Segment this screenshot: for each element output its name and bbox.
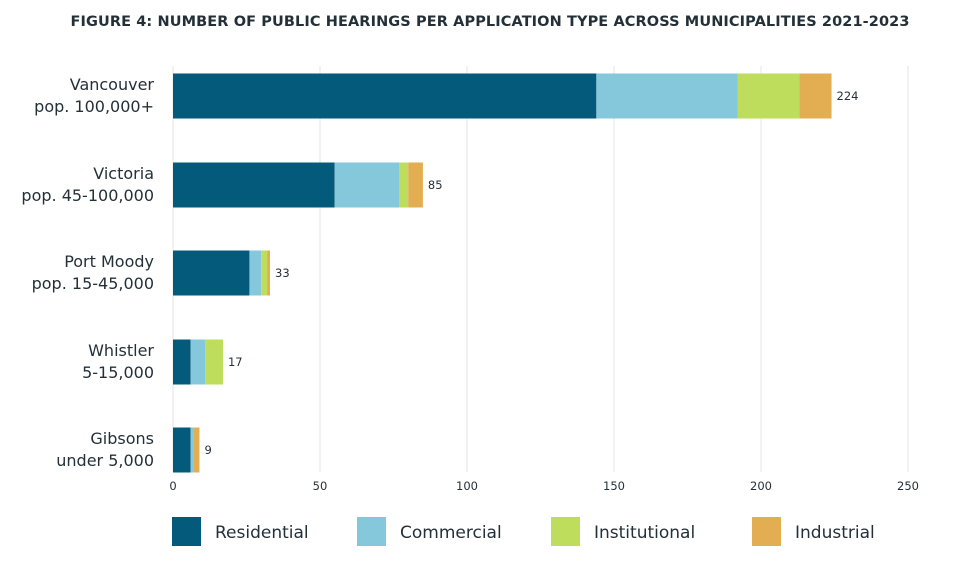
- legend-label-industrial: Industrial: [795, 523, 875, 543]
- category-label: Gibsons: [90, 429, 154, 448]
- bar-segment-commercial: [190, 339, 206, 385]
- bar-segment-residential: [173, 339, 191, 385]
- x-tick-label: 150: [603, 479, 625, 493]
- bar-segment-residential: [173, 250, 250, 296]
- total-labels: 224 85 33 17 9: [204, 89, 858, 457]
- category-label: Victoria: [93, 164, 154, 183]
- legend-swatch-industrial: [752, 517, 781, 546]
- legend-label-institutional: Institutional: [594, 523, 695, 543]
- category-label: pop. 15-45,000: [32, 274, 154, 293]
- x-tick-label: 50: [313, 479, 328, 493]
- total-label: 85: [428, 178, 443, 192]
- category-label: Whistler: [88, 341, 154, 360]
- bar-segment-industrial: [408, 162, 423, 208]
- bar-segment-commercial: [190, 427, 194, 473]
- bar-segment-institutional: [261, 250, 268, 296]
- total-label: 9: [204, 443, 211, 457]
- x-axis-ticks: 0 50 100 150 200 250: [169, 479, 919, 493]
- x-tick-label: 0: [169, 479, 176, 493]
- bar-segment-institutional: [399, 162, 409, 208]
- bar-segment-institutional: [205, 339, 223, 385]
- legend-swatch-commercial: [357, 517, 386, 546]
- bar-segment-industrial: [193, 427, 200, 473]
- legend-label-commercial: Commercial: [400, 523, 502, 543]
- legend-swatch-residential: [172, 517, 201, 546]
- legend: Residential Commercial Institutional Indust…: [172, 517, 875, 546]
- category-label: 5-15,000: [82, 363, 154, 382]
- x-tick-label: 100: [456, 479, 478, 493]
- category-label: Port Moody: [64, 252, 154, 271]
- bar-segment-industrial: [799, 73, 832, 119]
- category-label: under 5,000: [56, 451, 154, 470]
- legend-swatch-institutional: [551, 517, 580, 546]
- bar-segment-industrial: [267, 250, 271, 296]
- total-label: 33: [275, 266, 290, 280]
- bar-segment-commercial: [596, 73, 738, 119]
- category-label: Vancouver: [70, 75, 155, 94]
- bar-segment-commercial: [249, 250, 262, 296]
- legend-label-residential: Residential: [215, 523, 309, 543]
- bar-segment-residential: [173, 73, 597, 119]
- x-tick-label: 200: [750, 479, 772, 493]
- total-label: 224: [837, 89, 859, 103]
- bar-segment-institutional: [737, 73, 800, 119]
- bar-segment-residential: [173, 162, 335, 208]
- bar-segment-residential: [173, 427, 191, 473]
- category-label: pop. 45-100,000: [21, 186, 154, 205]
- category-label: pop. 100,000+: [34, 97, 154, 116]
- x-tick-label: 250: [897, 479, 919, 493]
- chart-title: FIGURE 4: NUMBER OF PUBLIC HEARINGS PER …: [70, 14, 910, 30]
- bars: [173, 73, 832, 473]
- bar-segment-commercial: [334, 162, 400, 208]
- category-labels: Vancouver pop. 100,000+ Victoria pop. 45-10…: [21, 75, 154, 470]
- total-label: 17: [228, 355, 243, 369]
